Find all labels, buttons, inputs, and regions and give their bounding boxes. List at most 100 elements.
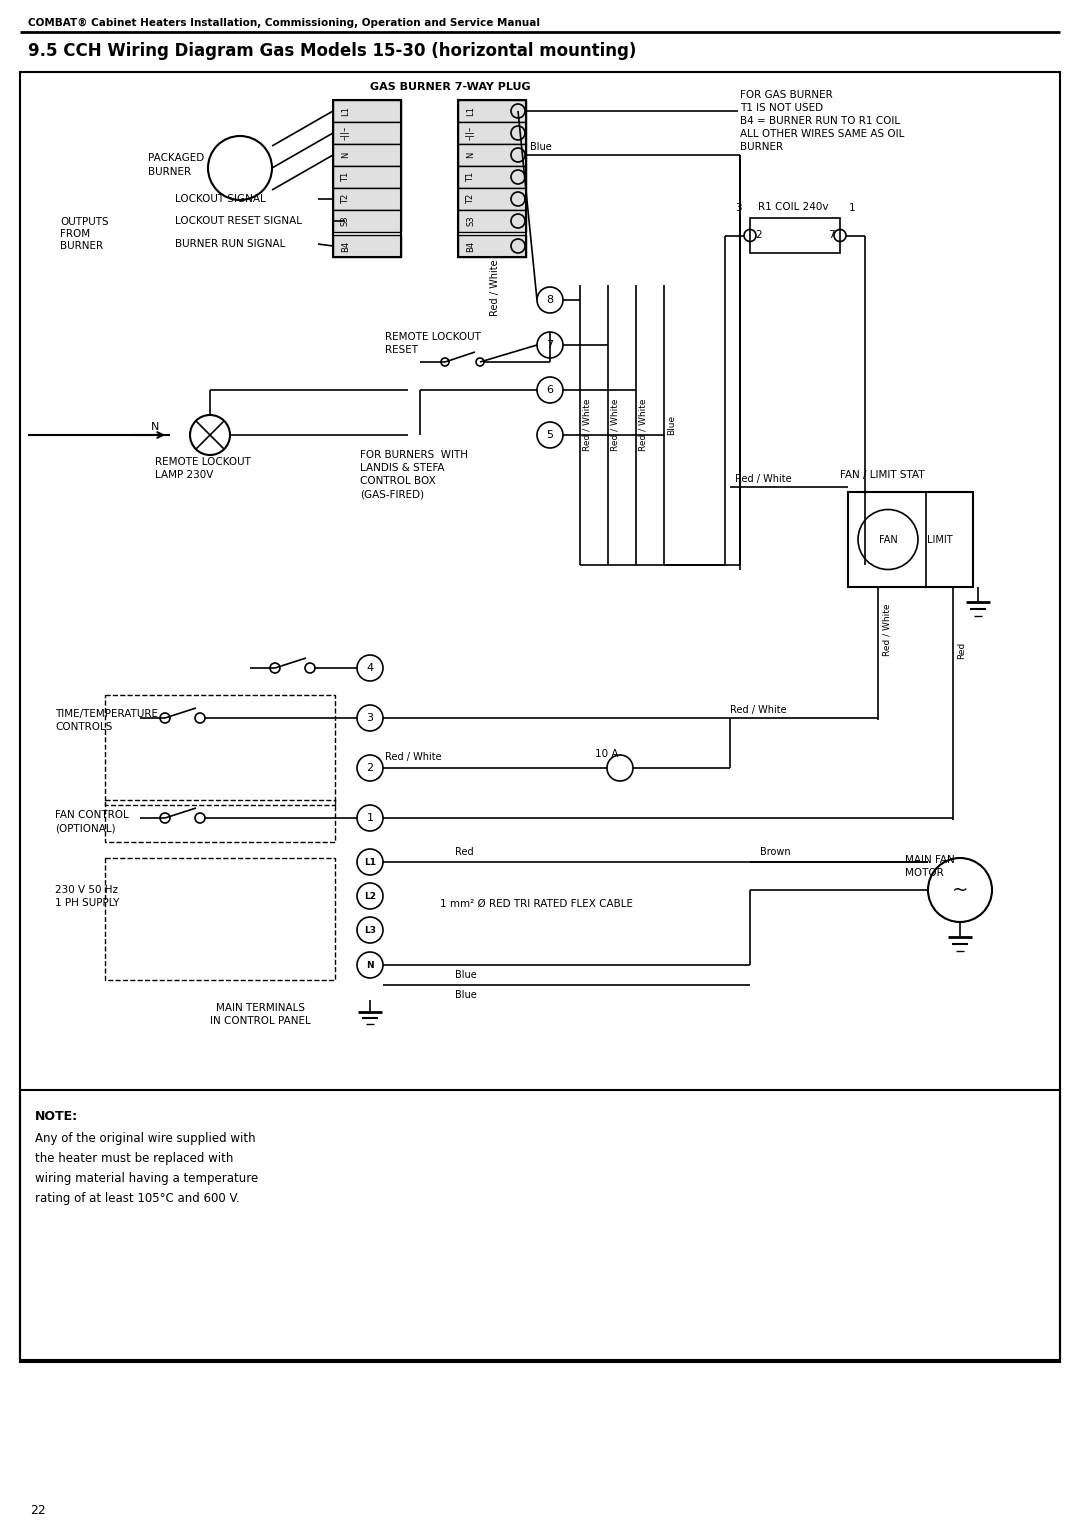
Text: Red: Red [957,641,966,658]
Text: BURNER: BURNER [148,167,191,177]
Text: TIME/TEMPERATURE: TIME/TEMPERATURE [55,708,158,719]
Text: –||–: –||– [341,125,350,141]
Bar [333,236,401,257]
Text: 1: 1 [366,812,374,823]
Text: 9.5 CCH Wiring Diagram Gas Models 15-30 (horizontal mounting): 9.5 CCH Wiring Diagram Gas Models 15-30 … [28,41,636,60]
Text: T2: T2 [341,194,350,203]
Text: N: N [366,961,374,970]
Text: Red: Red [455,848,474,857]
Bar [105,858,335,981]
Text: Red / White: Red / White [490,260,500,317]
Text: PACKAGED: PACKAGED [148,153,204,164]
Text: 7: 7 [828,230,835,240]
Text: Red / White: Red / White [882,604,891,656]
Text: FOR BURNERS  WITH: FOR BURNERS WITH [360,450,468,461]
Text: B4 = BURNER RUN TO R1 COIL: B4 = BURNER RUN TO R1 COIL [740,116,900,125]
Text: BURNER RUN SIGNAL: BURNER RUN SIGNAL [175,239,285,249]
Text: (GAS-FIRED): (GAS-FIRED) [360,490,424,499]
Text: T1: T1 [465,171,475,182]
Bar [333,188,401,210]
Text: Red / White: Red / White [583,399,592,451]
Text: rating of at least 105°C and 600 V.: rating of at least 105°C and 600 V. [35,1192,240,1206]
Text: REMOTE LOCKOUT: REMOTE LOCKOUT [156,457,251,467]
Text: N: N [341,151,350,158]
Bar [21,72,1059,1362]
Text: Brown: Brown [760,848,791,857]
Text: GAS BURNER 7-WAY PLUG: GAS BURNER 7-WAY PLUG [370,83,530,92]
Text: B4: B4 [465,240,475,251]
Text: MOTOR: MOTOR [905,868,944,878]
Text: S3: S3 [465,216,475,226]
Text: Blue: Blue [455,970,476,981]
Text: S3: S3 [341,216,350,226]
Text: LOCKOUT RESET SIGNAL: LOCKOUT RESET SIGNAL [175,216,302,226]
Text: 1 PH SUPPLY: 1 PH SUPPLY [55,898,120,907]
Text: LANDIS & STEFA: LANDIS & STEFA [360,464,445,473]
Text: OUTPUTS: OUTPUTS [60,217,109,226]
Text: LOCKOUT SIGNAL: LOCKOUT SIGNAL [175,194,266,203]
Text: 1: 1 [849,203,855,213]
Bar [21,1089,1059,1360]
Bar [333,122,401,144]
Bar [458,144,526,165]
Text: ALL OTHER WIRES SAME AS OIL: ALL OTHER WIRES SAME AS OIL [740,129,904,139]
Text: L1: L1 [465,106,475,116]
Text: wiring material having a temperature: wiring material having a temperature [35,1172,258,1186]
Text: L1: L1 [364,857,376,866]
Text: the heater must be replaced with: the heater must be replaced with [35,1152,233,1164]
Text: FROM: FROM [60,230,90,239]
Bar [458,210,526,233]
Text: Red / White: Red / White [384,753,442,762]
Text: T1: T1 [341,171,350,182]
Text: LAMP 230V: LAMP 230V [156,470,214,480]
Text: IN CONTROL PANEL: IN CONTROL PANEL [210,1016,310,1027]
Text: 3: 3 [734,203,741,213]
Text: LIMIT: LIMIT [928,534,953,545]
Text: RESET: RESET [384,344,418,355]
Text: Blue: Blue [667,415,676,435]
Text: –||–: –||– [465,125,475,141]
Text: R1 COIL 240v: R1 COIL 240v [758,202,828,213]
Text: N: N [465,151,475,158]
Bar [458,236,526,257]
Text: 2: 2 [755,230,761,240]
Text: Any of the original wire supplied with: Any of the original wire supplied with [35,1132,256,1144]
Text: 3: 3 [366,713,374,724]
Text: T2: T2 [465,194,475,203]
Text: CONTROLS: CONTROLS [55,722,112,731]
Text: BURNER: BURNER [740,142,783,151]
Text: FAN / LIMIT STAT: FAN / LIMIT STAT [840,470,924,480]
Text: 5: 5 [546,430,554,441]
Text: MAIN FAN: MAIN FAN [905,855,955,864]
Bar [458,165,526,188]
Text: B4: B4 [341,240,350,251]
Text: L3: L3 [364,926,376,935]
Bar [458,122,526,144]
Text: N: N [151,422,159,431]
Bar [333,165,401,188]
Bar [105,695,335,805]
Text: CONTROL BOX: CONTROL BOX [360,476,435,487]
Text: (OPTIONAL): (OPTIONAL) [55,823,116,832]
Bar [333,210,401,233]
Bar [458,99,526,257]
Text: Red / White: Red / White [735,474,792,483]
Text: 2: 2 [366,763,374,773]
Text: 7: 7 [546,340,554,350]
Text: L1: L1 [341,106,350,116]
Text: 4: 4 [366,662,374,673]
Bar [333,144,401,165]
Text: ~: ~ [951,880,968,900]
Bar [333,99,401,257]
Text: Red / White: Red / White [730,705,786,715]
Text: FAN: FAN [879,534,897,545]
Text: 10 A: 10 A [595,750,619,759]
Text: FOR GAS BURNER: FOR GAS BURNER [740,90,833,99]
Text: 22: 22 [30,1504,45,1516]
Text: MAIN TERMINALS: MAIN TERMINALS [216,1004,305,1013]
Text: 230 V 50 Hz: 230 V 50 Hz [55,884,118,895]
Text: 1 mm² Ø RED TRI RATED FLEX CABLE: 1 mm² Ø RED TRI RATED FLEX CABLE [440,900,633,909]
Text: BURNER: BURNER [60,242,103,251]
Text: 6: 6 [546,386,554,395]
Text: Blue: Blue [530,142,552,151]
